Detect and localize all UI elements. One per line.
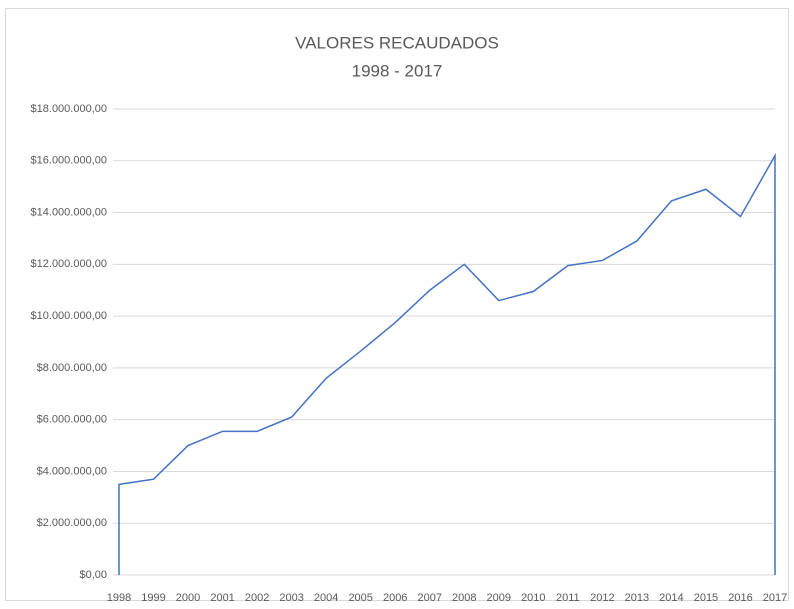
x-tick-label: 2011: [556, 592, 580, 604]
y-tick-label: $0,00: [79, 569, 107, 581]
y-tick-label: $4.000.000,00: [37, 465, 107, 477]
y-tick-label: $2.000.000,00: [37, 517, 107, 529]
chart-title: VALORES RECAUDADOS: [295, 33, 499, 52]
x-tick-label: 2010: [521, 592, 545, 604]
y-tick-label: $10.000.000,00: [31, 310, 107, 322]
y-tick-label: $18.000.000,00: [31, 103, 107, 115]
x-tick-label: 2014: [659, 592, 683, 604]
x-tick-label: 2002: [245, 592, 269, 604]
x-tick-label: 2001: [210, 592, 234, 604]
x-tick-label: 2016: [728, 592, 752, 604]
x-tick-label: 2007: [417, 592, 441, 604]
x-tick-label: 2003: [279, 592, 303, 604]
x-tick-label: 2006: [383, 592, 407, 604]
x-tick-label: 2008: [452, 592, 476, 604]
y-tick-label: $8.000.000,00: [37, 362, 107, 374]
x-tick-label: 2009: [487, 592, 511, 604]
y-tick-label: $12.000.000,00: [31, 258, 107, 270]
x-tick-label: 2012: [590, 592, 614, 604]
y-tick-label: $16.000.000,00: [31, 155, 107, 167]
x-tick-label: 2004: [314, 592, 338, 604]
x-tick-label: 1998: [107, 592, 131, 604]
chart-subtitle: 1998 - 2017: [352, 61, 443, 80]
x-tick-label: 1999: [141, 592, 165, 604]
x-tick-label: 2017: [763, 592, 787, 604]
y-tick-label: $6.000.000,00: [37, 414, 107, 426]
y-tick-label: $14.000.000,00: [31, 206, 107, 218]
x-tick-label: 2000: [176, 592, 200, 604]
x-tick-label: 2005: [348, 592, 372, 604]
x-tick-label: 2013: [625, 592, 649, 604]
chart-frame: [5, 8, 789, 601]
x-tick-label: 2015: [694, 592, 718, 604]
area-outline: [118, 152, 776, 575]
